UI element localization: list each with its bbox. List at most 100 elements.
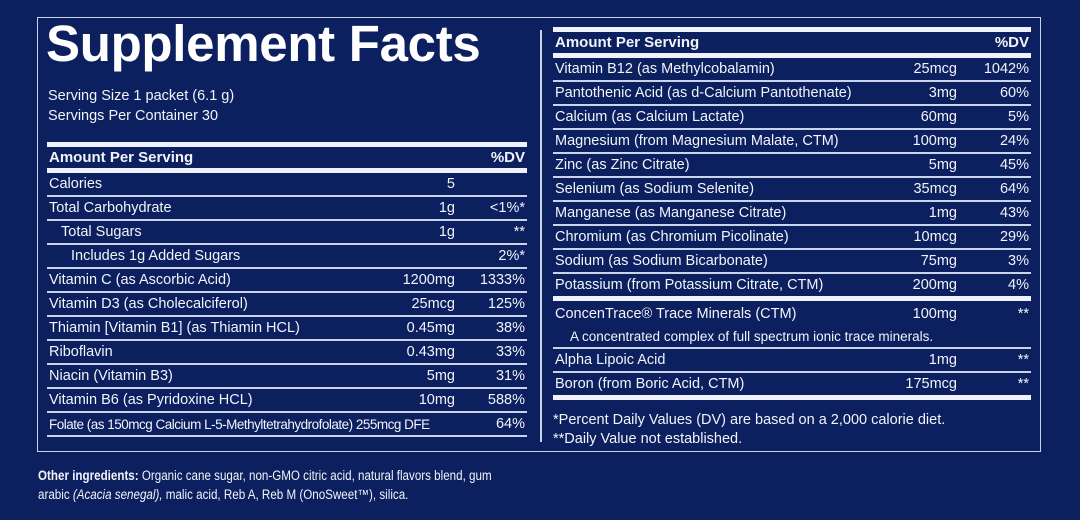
nutrient-amount: 10mg — [418, 392, 455, 408]
dv-footnote: *Percent Daily Values (DV) are based on … — [553, 412, 946, 428]
nutrient-dv: ** — [1017, 352, 1029, 368]
thick-rule — [553, 395, 1031, 400]
nutrient-amount: 60mg — [920, 109, 957, 125]
nutrient-amount: 1mg — [928, 352, 957, 368]
nutrient-name: Vitamin C (as Ascorbic Acid) — [49, 272, 231, 288]
nutrient-amount: 10mcg — [913, 229, 957, 245]
nutrient-dv: 31% — [495, 368, 525, 384]
table-row: Vitamin B6 (as Pyridoxine HCL) 10mg 588% — [47, 389, 527, 413]
nutrient-dv: 60% — [999, 85, 1029, 101]
table-row: Chromium (as Chromium Picolinate) 10mcg 29… — [553, 226, 1031, 250]
nutrient-name: Calcium (as Calcium Lactate) — [555, 109, 745, 125]
table-row: Potassium (from Potassium Citrate, CTM) 2… — [553, 274, 1031, 298]
nutrient-amount: 5mg — [928, 157, 957, 173]
table-row: Vitamin B12 (as Methylcobalamin) 25mcg 104… — [553, 58, 1031, 82]
other-ingredients: Other ingredients: Organic cane sugar, n… — [38, 466, 520, 504]
table-row: ConcenTrace® Trace Minerals (CTM) 100mg ** — [553, 301, 1031, 327]
nutrient-name: Potassium (from Potassium Citrate, CTM) — [555, 277, 824, 293]
nutrient-name: Total Sugars — [61, 224, 142, 240]
nutrient-name: Riboflavin — [49, 344, 113, 360]
table-header: Amount Per Serving %DV — [553, 32, 1031, 53]
nutrient-dv: 29% — [999, 229, 1029, 245]
nutrient-amount: 25mcg — [913, 61, 957, 77]
other-ingredients-text-2: malic acid, Reb A, Reb M (OnoSweet™), si… — [162, 487, 409, 502]
table-row: Zinc (as Zinc Citrate) 5mg 45% — [553, 154, 1031, 178]
thick-rule — [47, 168, 527, 173]
column-divider — [540, 30, 542, 442]
nutrient-amount: 75mg — [920, 253, 957, 269]
table-header: Amount Per Serving %DV — [47, 147, 527, 168]
nutrient-name: ConcenTrace® Trace Minerals (CTM) — [555, 306, 797, 322]
nutrient-name: Thiamin [Vitamin B1] (as Thiamin HCL) — [49, 320, 300, 336]
table-row: Niacin (Vitamin B3) 5mg 31% — [47, 365, 527, 389]
nutrient-amount: 25mcg — [411, 296, 455, 312]
nutrient-description: A concentrated complex of full spectrum … — [553, 327, 1031, 349]
nutrient-name: Vitamin D3 (as Cholecalciferol) — [49, 296, 248, 312]
nutrient-dv: 4% — [1008, 277, 1029, 293]
serving-size: Serving Size 1 packet (6.1 g) — [48, 88, 235, 104]
nutrient-dv: 24% — [999, 133, 1029, 149]
nutrient-dv: 2%* — [498, 248, 525, 264]
table-row: Calories 5 — [47, 173, 527, 197]
not-established-footnote: **Daily Value not established. — [553, 431, 743, 447]
servings-per-container: Servings Per Container 30 — [48, 108, 219, 124]
nutrient-amount: 3mg — [928, 85, 957, 101]
nutrient-name: Selenium (as Sodium Selenite) — [555, 181, 755, 197]
table-row: Thiamin [Vitamin B1] (as Thiamin HCL) 0.4… — [47, 317, 527, 341]
table-row: Includes 1g Added Sugars 2%* — [47, 245, 527, 269]
nutrient-dv: 45% — [999, 157, 1029, 173]
table-row: Magnesium (from Magnesium Malate, CTM) 10… — [553, 130, 1031, 154]
nutrient-name: Manganese (as Manganese Citrate) — [555, 205, 787, 221]
nutrient-dv: ** — [513, 224, 525, 240]
nutrient-dv: 38% — [495, 320, 525, 336]
nutrient-dv: 5% — [1008, 109, 1029, 125]
nutrient-amount: 1g — [438, 200, 455, 216]
amount-per-serving-header: Amount Per Serving — [555, 34, 700, 51]
other-ingredients-italic: (Acacia senegal), — [72, 487, 163, 502]
nutrient-dv: 43% — [999, 205, 1029, 221]
nutrient-amount: 35mcg — [913, 181, 957, 197]
nutrient-amount: 100mg — [912, 306, 957, 322]
table-row: Total Sugars 1g ** — [47, 221, 527, 245]
table-row: Riboflavin 0.43mg 33% — [47, 341, 527, 365]
nutrient-amount: 175mcg — [905, 376, 957, 392]
thick-rule — [553, 53, 1031, 58]
thick-rule — [553, 296, 1031, 301]
nutrient-name: Calories — [49, 176, 103, 192]
nutrient-name: Total Carbohydrate — [49, 200, 172, 216]
nutrient-name: Niacin (Vitamin B3) — [49, 368, 173, 384]
dv-header: %DV — [994, 34, 1029, 51]
table-row: Boron (from Boric Acid, CTM) 175mcg ** — [553, 373, 1031, 397]
other-ingredients-label: Other ingredients: — [38, 468, 139, 483]
table-row: Vitamin C (as Ascorbic Acid) 1200mg 1333% — [47, 269, 527, 293]
table-row: Manganese (as Manganese Citrate) 1mg 43% — [553, 202, 1031, 226]
nutrient-name: Folate (as 150mcg Calcium L-5-Methyltetr… — [49, 416, 430, 432]
table-row: Alpha Lipoic Acid 1mg ** — [553, 349, 1031, 373]
dv-header: %DV — [490, 149, 525, 166]
nutrient-dv: 125% — [487, 296, 525, 312]
nutrient-amount: 5 — [446, 176, 455, 192]
thick-rule — [553, 27, 1031, 32]
nutrient-dv: 64% — [999, 181, 1029, 197]
nutrient-amount: 5mg — [426, 368, 455, 384]
table-row: Selenium (as Sodium Selenite) 35mcg 64% — [553, 178, 1031, 202]
nutrient-amount: 1g — [438, 224, 455, 240]
table-row: Calcium (as Calcium Lactate) 60mg 5% — [553, 106, 1031, 130]
page-title: Supplement Facts — [46, 15, 481, 72]
nutrient-dv: 588% — [487, 392, 525, 408]
nutrient-name: Vitamin B12 (as Methylcobalamin) — [555, 61, 775, 77]
nutrient-name: Sodium (as Sodium Bicarbonate) — [555, 253, 768, 269]
nutrient-dv: 64% — [495, 416, 525, 432]
nutrient-name: Includes 1g Added Sugars — [71, 248, 241, 264]
nutrient-dv: 3% — [1008, 253, 1029, 269]
left-nutrient-table: Amount Per Serving %DV Calories 5 Total Ca… — [47, 142, 527, 437]
amount-per-serving-header: Amount Per Serving — [49, 149, 194, 166]
nutrient-amount: 0.45mg — [406, 320, 455, 336]
nutrient-amount: 1200mg — [402, 272, 455, 288]
label-frame — [37, 17, 1041, 452]
nutrient-amount: 0.43mg — [406, 344, 455, 360]
nutrient-amount: 200mg — [912, 277, 957, 293]
table-row: Pantothenic Acid (as d-Calcium Pantothen… — [553, 82, 1031, 106]
nutrient-name: Zinc (as Zinc Citrate) — [555, 157, 690, 173]
nutrient-amount: 1mg — [928, 205, 957, 221]
